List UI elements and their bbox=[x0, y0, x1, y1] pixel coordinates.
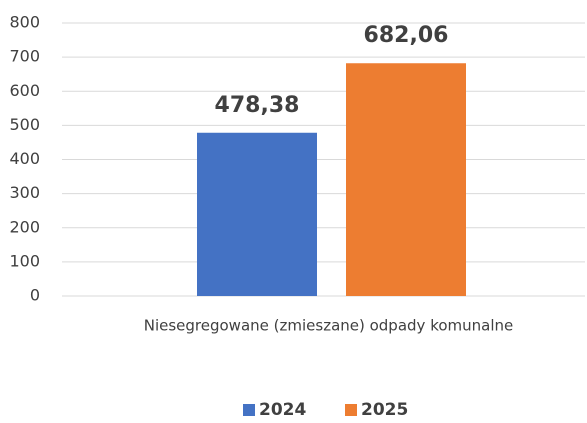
y-tick-label: 100 bbox=[9, 251, 40, 270]
y-tick-label: 800 bbox=[9, 13, 40, 32]
legend-label: 2025 bbox=[361, 400, 408, 420]
legend-swatch bbox=[243, 404, 255, 416]
y-tick-label: 600 bbox=[9, 81, 40, 100]
y-tick-label: 700 bbox=[9, 47, 40, 66]
y-tick-label: 500 bbox=[9, 115, 40, 134]
value-label: 682,06 bbox=[364, 23, 449, 48]
y-tick-label: 300 bbox=[9, 183, 40, 202]
x-tick-label: Niesegregowane (zmieszane) odpady komuna… bbox=[144, 317, 514, 335]
legend-label: 2024 bbox=[259, 400, 306, 420]
bar bbox=[346, 63, 466, 296]
y-tick-label: 400 bbox=[9, 149, 40, 168]
legend-swatch bbox=[345, 404, 357, 416]
value-label: 478,38 bbox=[215, 93, 300, 118]
y-tick-label: 0 bbox=[30, 286, 40, 305]
bar bbox=[197, 132, 317, 296]
y-tick-label: 200 bbox=[9, 217, 40, 236]
